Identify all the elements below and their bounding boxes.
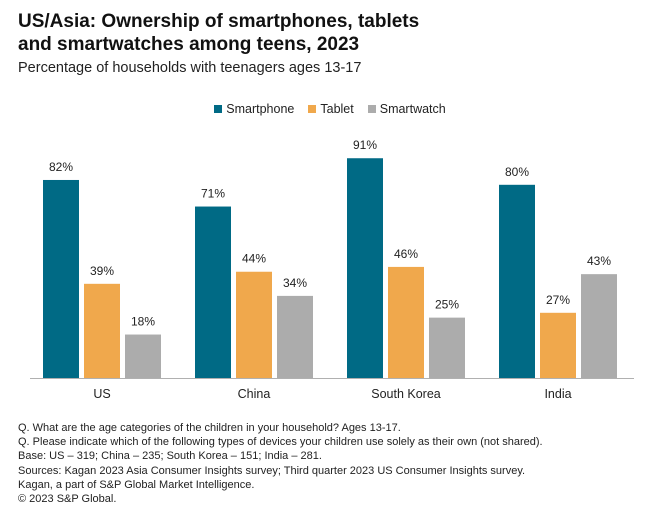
bar-china-tablet [236, 271, 272, 378]
bar-china-smartphone [195, 206, 231, 378]
data-label-india-smartwatch: 43% [587, 254, 611, 268]
footnote-copyright: © 2023 S&P Global. [18, 493, 117, 506]
data-label-south-korea-smartphone: 91% [353, 138, 377, 152]
bar-india-tablet [540, 312, 576, 378]
legend: Smartphone Tablet Smartwatch [0, 102, 660, 116]
bars-group: 82% 39% 18% 71% 44% 34% 91% 46% 25% 80% 27% 43% [43, 138, 617, 378]
legend-swatch-smartphone [214, 105, 223, 113]
footnote-base: Base: US – 319; China – 235; South Korea… [18, 450, 322, 463]
legend-swatch-smartwatch [367, 105, 376, 113]
data-label-china-tablet: 44% [242, 252, 266, 266]
bar-us-smartwatch [125, 334, 161, 378]
footnote-question-1: Q. What are the age categories of the ch… [18, 422, 401, 434]
data-label-china-smartwatch: 34% [283, 276, 307, 290]
bar-south-korea-smartwatch [429, 317, 465, 378]
footnotes: Q. What are the age categories of the ch… [18, 421, 543, 506]
data-label-us-smartwatch: 18% [131, 315, 155, 329]
data-label-china-smartphone: 71% [201, 187, 225, 201]
bar-us-smartphone [43, 179, 79, 378]
chart-title: US/Asia: Ownership of smartphones, table… [18, 10, 538, 56]
data-label-us-tablet: 39% [90, 264, 114, 278]
bar-chart: 82% 39% 18% 71% 44% 34% 91% 46% 25% 80% 27% 43% US C… [30, 138, 634, 401]
chart-subtitle: Percentage of households with teenagers … [18, 60, 362, 76]
legend-item-tablet: Tablet [308, 102, 354, 116]
footnote-sources: Sources: Kagan 2023 Asia Consumer Insigh… [18, 464, 526, 477]
data-label-india-smartphone: 80% [505, 165, 529, 179]
chart-title-line-1: US/Asia: Ownership of smartphones, table… [18, 11, 420, 32]
footnote-question-2: Q. Please indicate which of the followin… [18, 436, 543, 449]
data-label-india-tablet: 27% [546, 293, 570, 307]
legend-swatch-tablet [308, 105, 317, 113]
data-label-us-smartphone: 82% [49, 160, 73, 174]
x-tick-label-south-korea: South Korea [371, 387, 441, 401]
bar-south-korea-tablet [388, 266, 424, 378]
legend-label-smartphone: Smartphone [226, 102, 295, 116]
bar-south-korea-smartphone [347, 158, 383, 378]
x-tick-labels: US China South Korea India [93, 387, 571, 401]
data-label-south-korea-tablet: 46% [394, 247, 418, 261]
x-tick-label-us: US [93, 387, 110, 401]
legend-item-smartphone: Smartphone [214, 102, 294, 116]
legend-label-smartwatch: Smartwatch [379, 102, 446, 116]
bar-india-smartwatch [581, 274, 617, 378]
x-tick-label-china: China [238, 387, 271, 401]
bar-china-smartwatch [277, 295, 313, 378]
legend-label-tablet: Tablet [320, 102, 354, 116]
bar-india-smartphone [499, 184, 535, 378]
x-tick-label-india: India [544, 387, 571, 401]
footnote-attribution: Kagan, a part of S&P Global Market Intel… [18, 478, 255, 491]
chart-title-line-2: and smartwatches among teens, 2023 [18, 34, 360, 55]
bar-us-tablet [84, 283, 120, 378]
data-label-south-korea-smartwatch: 25% [435, 298, 459, 312]
legend-item-smartwatch: Smartwatch [367, 102, 446, 116]
